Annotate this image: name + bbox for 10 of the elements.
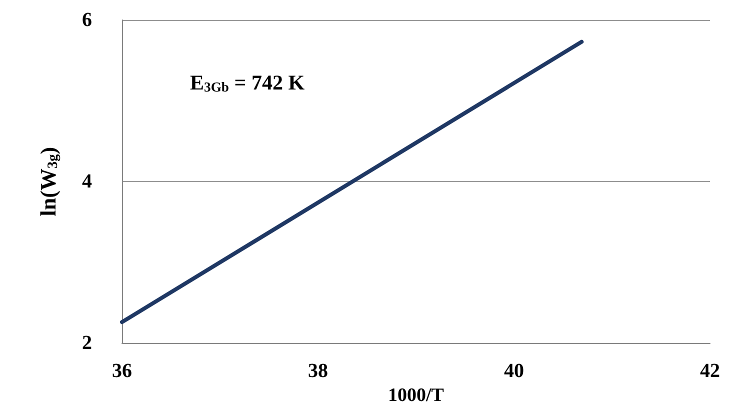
x-tick-label: 40 <box>504 360 524 382</box>
x-tick-label: 38 <box>308 360 328 382</box>
annotation: E3Gb = 742 K <box>190 70 306 95</box>
y-tick-label: 4 <box>82 170 92 193</box>
x-tick-label: 42 <box>700 360 720 382</box>
x-tick-label: 36 <box>112 360 132 382</box>
y-tick-label: 2 <box>82 332 92 354</box>
y-tick-label: 6 <box>82 9 92 31</box>
x-axis-title: 1000/T <box>388 385 444 406</box>
y-axis-title: ln(W3g) <box>36 146 61 216</box>
